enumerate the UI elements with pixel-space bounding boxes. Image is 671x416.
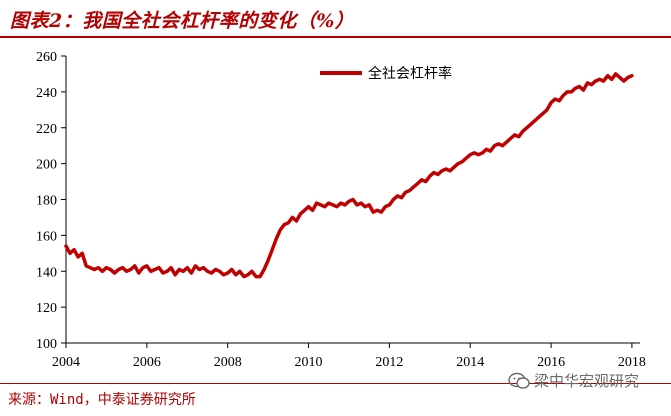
watermark: 梁中华宏观研究 — [508, 370, 639, 391]
y-tick-label: 260 — [36, 50, 57, 65]
figure-title: 图表2：我国全社会杠杆率的变化（%） — [10, 10, 355, 32]
source-note: 来源：Wind，中泰证券研究所 — [8, 392, 196, 408]
y-tick-label: 100 — [36, 337, 57, 352]
y-tick-label: 200 — [36, 158, 57, 173]
watermark-text: 梁中华宏观研究 — [534, 372, 640, 390]
y-tick-label: 120 — [36, 301, 57, 316]
title-rule — [0, 36, 671, 38]
y-tick-label: 220 — [36, 122, 57, 137]
x-tick-label: 2008 — [214, 355, 242, 370]
title-bar: 图表2：我国全社会杠杆率的变化（%） — [0, 0, 671, 36]
y-tick-label: 160 — [36, 229, 57, 244]
y-tick-label: 180 — [36, 194, 57, 209]
legend-label: 全社会杠杆率 — [368, 65, 452, 82]
chart-legend: 全社会杠杆率 — [320, 65, 452, 82]
y-tick-label: 240 — [36, 86, 57, 101]
chart-series — [64, 72, 634, 279]
line-chart: 100 120 140 160 180 200 220 240 260 2004 2006 2008 2… — [36, 50, 646, 370]
series-line — [64, 72, 634, 279]
x-tick-label: 2012 — [375, 355, 403, 370]
footer-rule — [0, 383, 671, 384]
x-tick-label: 2006 — [133, 355, 161, 370]
x-tick-label: 2016 — [537, 355, 565, 370]
wechat-icon — [508, 372, 530, 389]
x-tick-label: 2018 — [618, 355, 646, 370]
chart-ticks: 100 120 140 160 180 200 220 240 260 2004 2006 2008 2… — [36, 50, 646, 370]
y-tick-label: 140 — [36, 265, 57, 280]
x-tick-label: 2004 — [52, 355, 80, 370]
x-tick-label: 2014 — [456, 355, 484, 370]
x-tick-label: 2010 — [295, 355, 323, 370]
